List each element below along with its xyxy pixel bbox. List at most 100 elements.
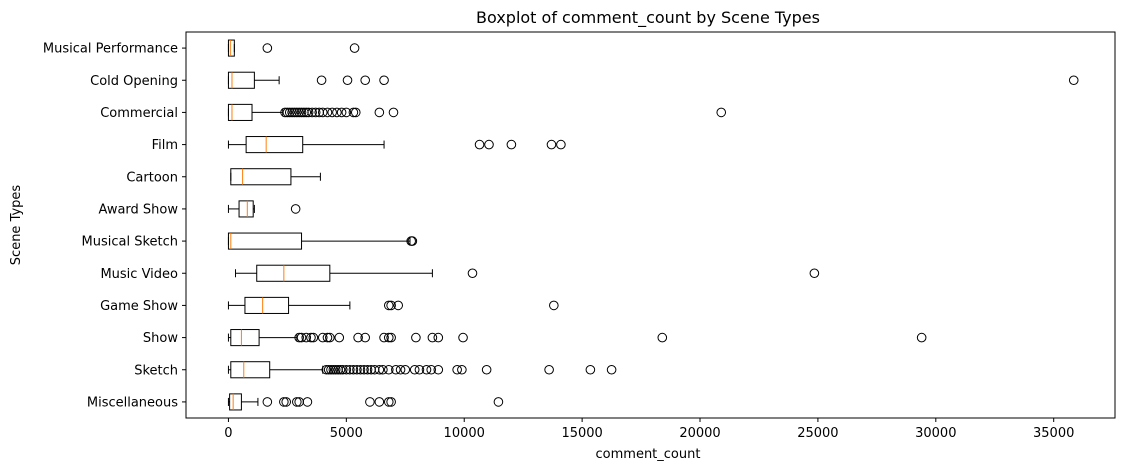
flier-point: [427, 332, 438, 343]
flier-point: [433, 364, 444, 375]
flier-point: [279, 397, 289, 407]
flier-point: [335, 364, 346, 375]
flier-point: [307, 107, 317, 118]
box: [227, 232, 303, 250]
flier-point: [352, 364, 362, 375]
flier-point: [433, 332, 444, 343]
flier-point: [426, 364, 437, 375]
flier-point: [327, 107, 337, 118]
flier-point: [386, 397, 396, 407]
flier-point: [414, 364, 425, 375]
flier-point: [467, 268, 478, 279]
flier-point: [287, 107, 297, 118]
x-tick-label: 25000: [797, 426, 838, 441]
flier-point: [716, 107, 727, 118]
flier-point: [379, 75, 389, 86]
flier-point: [374, 107, 385, 118]
flier-point: [400, 364, 411, 375]
flier-point: [341, 107, 352, 118]
flier-point: [484, 139, 494, 150]
flier-point: [481, 364, 492, 375]
flier-point: [317, 332, 328, 343]
flier-point: [407, 236, 418, 246]
flier-point: [348, 364, 359, 375]
flier-point: [328, 364, 339, 375]
flier-point: [378, 364, 388, 375]
plot-frame: [185, 31, 1116, 419]
y-tick-label: Musical Sketch: [82, 235, 179, 250]
flier-point: [317, 107, 328, 118]
flier-point: [321, 364, 332, 375]
flier-point: [289, 107, 300, 118]
flier-point: [353, 332, 363, 343]
flier-point: [809, 268, 820, 279]
flier-point: [341, 364, 352, 375]
flier-point: [383, 364, 394, 375]
flier-point: [262, 397, 273, 407]
flier-point: [345, 364, 355, 375]
flier-point: [606, 364, 617, 375]
flier-point: [301, 107, 312, 118]
flier-point: [282, 107, 293, 118]
y-tick-label: Music Video: [100, 267, 178, 282]
flier-point: [355, 364, 366, 375]
flier-point: [322, 107, 333, 118]
flier-point: [374, 364, 385, 375]
plot-area: 0 5000 10000 15000 20000 25000 30000 35000 Music…: [43, 31, 1116, 441]
flier-point: [360, 332, 370, 343]
x-tick-label: 0: [224, 426, 232, 441]
flier-point: [308, 332, 319, 343]
y-tick-label: Cartoon: [126, 170, 178, 185]
y-tick-label: Game Show: [100, 299, 178, 314]
flier-point: [1068, 75, 1079, 86]
flier-point: [359, 364, 369, 375]
y-tick-label: Miscellaneous: [87, 395, 178, 410]
flier-point: [409, 364, 420, 375]
flier-point: [383, 332, 394, 343]
chart-title: Boxplot of comment_count by Scene Types: [476, 8, 820, 28]
flier-point: [493, 397, 504, 407]
flier-point: [379, 332, 389, 343]
flier-point: [458, 332, 468, 343]
flier-point: [322, 332, 333, 343]
flier-point: [296, 332, 307, 343]
flier-point: [474, 139, 485, 150]
y-tick-label: Cold Opening: [90, 74, 178, 89]
flier-point: [386, 332, 396, 343]
flier-point: [546, 139, 557, 150]
x-tick-label: 30000: [915, 426, 956, 441]
flier-point: [506, 139, 517, 150]
flier-point: [296, 107, 307, 118]
flier-point: [393, 300, 404, 311]
flier-point: [323, 364, 334, 375]
flier-point: [386, 300, 396, 311]
flier-point: [303, 107, 314, 118]
flier-point: [334, 332, 345, 343]
x-axis-label: comment_count: [596, 447, 701, 462]
x-tick-label: 5000: [330, 426, 363, 441]
flier-point: [657, 332, 668, 343]
box: [227, 103, 253, 121]
flier-point: [330, 364, 341, 375]
box: [244, 296, 290, 314]
box: [227, 39, 235, 57]
flier-point: [292, 397, 302, 407]
y-tick-label: Sketch: [134, 363, 178, 378]
flier-point: [383, 397, 394, 407]
box: [230, 168, 292, 186]
flier-point: [544, 364, 554, 375]
flier-point: [365, 397, 375, 407]
x-tick-label: 35000: [1033, 426, 1074, 441]
y-tick-label: Award Show: [98, 202, 178, 217]
flier-point: [301, 332, 312, 343]
flier-point: [262, 43, 273, 53]
box: [230, 361, 271, 379]
y-axis-label: Scene Types: [9, 185, 24, 266]
flier-point: [294, 332, 304, 343]
flier-point: [360, 75, 370, 86]
y-tick-label: Commercial: [100, 106, 178, 121]
flier-point: [362, 364, 373, 375]
flier-point: [452, 364, 462, 375]
box: [230, 329, 260, 347]
